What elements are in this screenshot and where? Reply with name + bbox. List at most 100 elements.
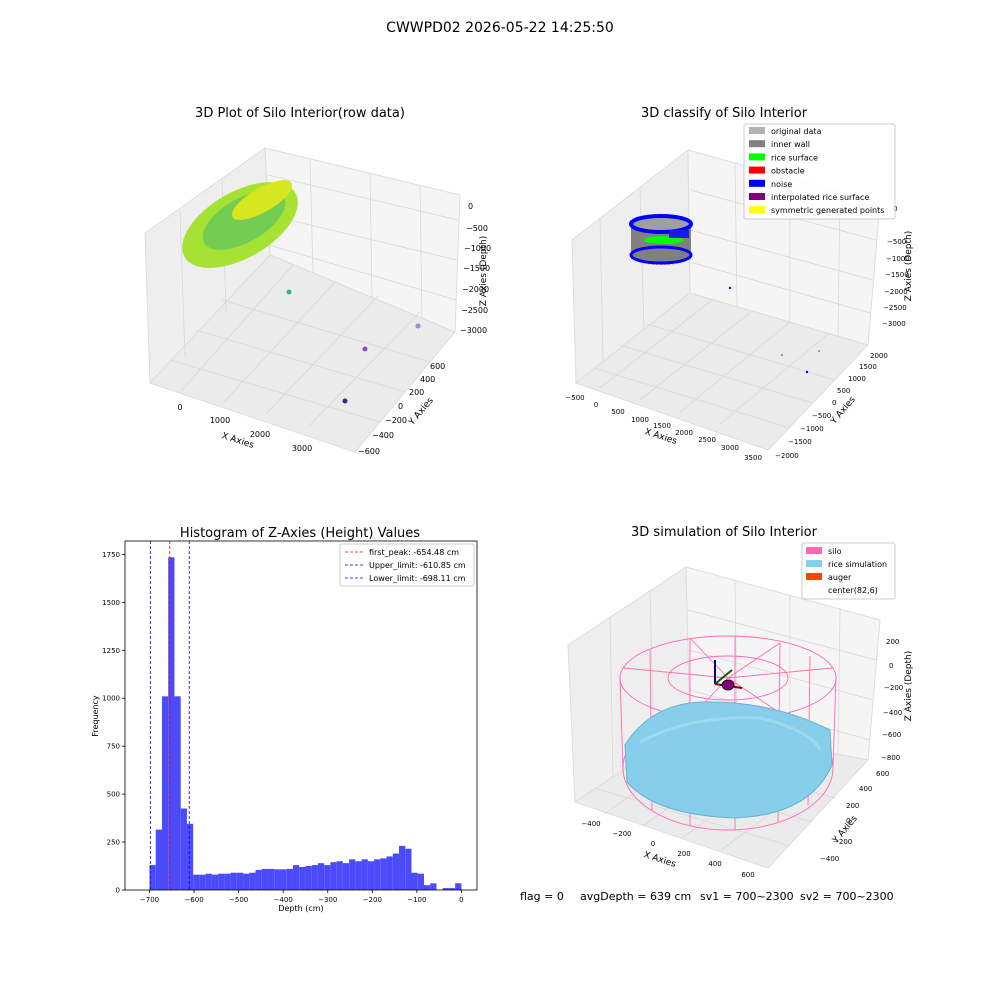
legend-swatch: [806, 573, 822, 580]
histogram-bars: [149, 557, 462, 890]
legend-label: inner wall: [771, 140, 810, 149]
histogram-bar: [161, 696, 169, 890]
panel-raw-3d-yticks: −600 −400 −200 0 200 400 600: [358, 362, 445, 456]
y-tick-label: 1500: [102, 599, 120, 607]
histogram-bar: [405, 848, 412, 890]
legend-label: original data: [771, 127, 822, 136]
panel-classify-3d-title: 3D classify of Silo Interior: [641, 106, 808, 121]
y-tick-label: 0: [116, 887, 120, 895]
histogram-bar: [193, 874, 200, 890]
histogram-bar: [305, 866, 312, 890]
histogram-bar: [280, 869, 287, 890]
legend-label: rice simulation: [828, 560, 887, 569]
noise-points: [669, 230, 689, 238]
x-tick-label: 3000: [721, 444, 739, 452]
legend-simulation: silo rice simulation auger center(82,6): [801, 542, 896, 600]
inner-wall-top: [629, 214, 693, 234]
y-axis-label: Y Axies: [407, 396, 436, 428]
histogram-bar: [174, 696, 181, 890]
histogram-bar: [211, 874, 219, 890]
y-tick-label: 200: [409, 388, 424, 397]
y-tick-label: 1000: [848, 375, 866, 383]
raw-outlier-point: [286, 289, 292, 295]
x-tick-label: 1000: [210, 416, 230, 425]
histogram-bar: [342, 863, 350, 890]
histogram-legend: first_peak: -654.48 cm Upper_limit: -610.…: [339, 543, 475, 587]
z-axis-label: Z Axies (Depth): [904, 651, 914, 722]
z-tick-label: −2500: [461, 306, 488, 315]
z-tick-label: −500: [466, 224, 488, 233]
x-tick-label: 500: [611, 408, 624, 416]
y-tick-label: 600: [876, 770, 889, 778]
y-tick-label: −200: [385, 416, 407, 425]
panel-simulation-3d-yticks: −400 −200 0 200 400 600: [820, 770, 889, 863]
x-tick-label: 1000: [631, 416, 649, 424]
y-tick-label: 200: [846, 802, 859, 810]
x-tick-label: 2000: [675, 429, 693, 437]
legend-swatch: [749, 193, 765, 200]
z-tick-label: −600: [882, 731, 901, 739]
histogram-reference-lines: [149, 541, 190, 890]
y-tick-label: 2000: [870, 352, 888, 360]
histogram-bar: [386, 856, 393, 890]
legend-classify: original data inner wall rice surface obsta…: [743, 123, 896, 220]
legend-label: Lower_limit: -698.11 cm: [369, 574, 466, 583]
z-axis-label: Z Axies (Depth): [904, 231, 914, 302]
histogram-bar: [149, 865, 156, 890]
y-tick-label: −500: [812, 412, 831, 420]
histogram-bar: [411, 872, 418, 890]
z-tick-label: −200: [884, 684, 903, 692]
panel-raw-3d-zticks: 0 −500 −1000 −1500 −2000 −2500 −3000: [460, 202, 491, 335]
panel-simulation-3d-xticks: −400 −200 0 200 400 600: [581, 820, 754, 879]
histogram-y-ticks: 0 250 500 750 1000 1250 1500 1750: [102, 551, 125, 895]
histogram-bar: [168, 557, 175, 890]
legend-frame: [743, 123, 896, 220]
y-tick-label: −1500: [788, 438, 812, 446]
pane-floor: [149, 254, 456, 453]
histogram-bar: [311, 865, 318, 890]
histogram-bar: [249, 872, 256, 890]
panel-raw-3d-title: 3D Plot of Silo Interior(row data): [195, 106, 405, 121]
y-tick-label: 750: [107, 743, 120, 751]
histogram-bar: [155, 829, 162, 890]
y-tick-label: 400: [859, 785, 872, 793]
y-tick-label: −400: [820, 855, 839, 863]
histogram-bar: [330, 862, 337, 890]
z-tick-label: −1500: [885, 271, 909, 279]
legend-swatch: [749, 179, 765, 187]
z-tick-label: 0: [889, 662, 893, 670]
panel-raw-3d-xticks: 0 1000 2000 3000: [177, 403, 312, 453]
y-tick-label: −400: [372, 431, 394, 440]
histogram-bar: [442, 888, 449, 890]
panel-raw-3d-panes: [144, 147, 461, 453]
y-tick-label: 1750: [102, 551, 120, 559]
histogram-bar: [417, 873, 424, 890]
histogram-bar: [423, 885, 431, 890]
histogram-bar: [218, 873, 225, 890]
x-tick-label: 200: [677, 850, 690, 858]
histogram-bar: [286, 868, 293, 890]
panel-raw-3d-points: [182, 180, 421, 404]
status-avg-depth: avgDepth = 639 cm: [580, 890, 691, 903]
z-tick-label: −1000: [464, 244, 491, 253]
noise-outlier-point: [805, 370, 809, 374]
histogram-bar: [349, 859, 356, 890]
x-tick-label: −300: [318, 896, 337, 904]
raw-point-cloud-rim: [231, 180, 293, 220]
panel-simulation-3d-title: 3D simulation of Silo Interior: [631, 525, 818, 540]
legend-frame: [339, 543, 475, 587]
histogram-bar: [292, 865, 300, 890]
z-tick-label: −1000: [886, 255, 910, 263]
auger-body: [721, 679, 735, 691]
x-tick-label: −100: [407, 896, 426, 904]
z-tick-label: 200: [886, 638, 899, 646]
panel-simulation-3d: 3D simulation of Silo Interior: [520, 525, 914, 903]
raw-outlier-point: [415, 323, 421, 329]
x-tick-label: 1500: [653, 422, 671, 430]
x-tick-label: 2500: [698, 436, 716, 444]
x-axis-label: X Axies: [643, 427, 678, 447]
histogram-bar: [448, 888, 456, 890]
legend-label: silo: [828, 547, 842, 556]
x-tick-label: −400: [274, 896, 293, 904]
panel-raw-3d-gridlines: [169, 159, 459, 427]
